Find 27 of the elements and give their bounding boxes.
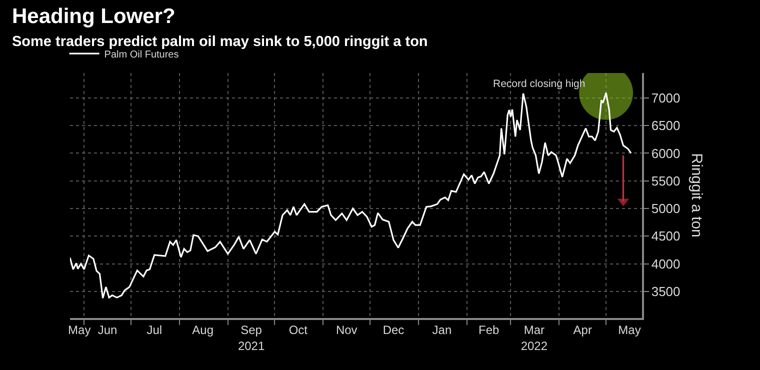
y-tick-label: 5000 — [651, 201, 680, 216]
line-series — [70, 92, 632, 299]
chart-subtitle: Some traders predict palm oil may sink to 5,000 ringgit a ton — [12, 34, 428, 50]
chart-title: Heading Lower? — [12, 5, 176, 28]
x-tick-label: Apr — [573, 323, 592, 338]
x-tick-label: Mar 2022 — [520, 323, 548, 353]
x-tick-label: Nov — [336, 323, 358, 338]
x-tick-label: Sep 2021 — [238, 323, 265, 353]
x-tick-label: Jan — [432, 323, 452, 338]
y-tick-label: 4500 — [651, 228, 680, 244]
x-tick-label: Feb — [478, 323, 500, 338]
x-tick-label: Jul — [146, 323, 162, 338]
x-tick-label: Dec — [382, 323, 404, 338]
legend-label: Palm Oil Futures — [104, 50, 179, 60]
x-tick-label: Jun — [98, 323, 118, 338]
y-tick-label: 6500 — [651, 118, 680, 134]
y-tick-label: 6000 — [651, 146, 680, 161]
x-tick-label: May — [618, 323, 641, 338]
y-tick-label: 5500 — [651, 173, 680, 188]
x-tick-label: Aug — [192, 323, 214, 338]
x-tick-label: May — [68, 323, 91, 338]
x-tick-label: Oct — [288, 323, 308, 338]
annotation: Record closing high — [493, 78, 586, 90]
y-tick-label: 4000 — [651, 256, 680, 272]
y-tick-label: 7000 — [651, 90, 680, 106]
y-axis-title: Ringgit a ton — [688, 153, 705, 238]
y-tick-label: 3500 — [651, 284, 680, 299]
